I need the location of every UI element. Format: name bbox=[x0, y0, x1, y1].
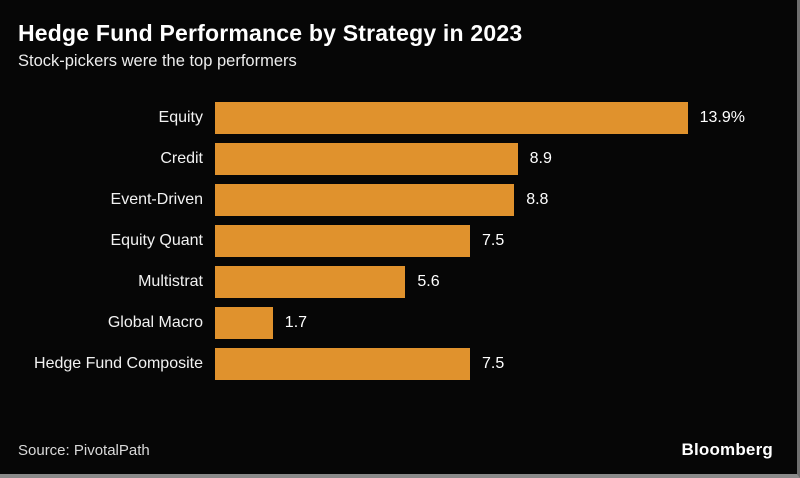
category-label: Equity Quant bbox=[110, 231, 204, 249]
bar-track: 1.7 bbox=[215, 302, 797, 343]
chart-row: Hedge Fund Composite 7.5 bbox=[0, 343, 797, 384]
bar bbox=[215, 142, 518, 175]
bar bbox=[215, 306, 273, 339]
chart-row: Event-Driven 8.8 bbox=[0, 179, 797, 220]
bloomberg-logo: Bloomberg bbox=[681, 440, 773, 459]
chart-row: Credit 8.9 bbox=[0, 138, 797, 179]
chart-row: Global Macro 1.7 bbox=[0, 302, 797, 343]
value-label: 7.5 bbox=[482, 354, 505, 372]
value-label: 1.7 bbox=[284, 313, 308, 331]
category-label: Event-Driven bbox=[110, 190, 203, 208]
category-label: Credit bbox=[160, 149, 203, 167]
chart-row: Equity Quant 7.5 bbox=[0, 220, 797, 261]
bar-track: 8.9 bbox=[215, 138, 797, 179]
value-label: 13.9% bbox=[699, 108, 745, 126]
chart-row: Multistrat 5.6 bbox=[0, 261, 797, 302]
bar-track: 8.8 bbox=[215, 179, 797, 220]
bar-track: 5.6 bbox=[215, 261, 797, 302]
chart-title: Hedge Fund Performance by Strategy in 20… bbox=[18, 20, 523, 46]
chart-header: Hedge Fund Performance by Strategy in 20… bbox=[18, 20, 779, 72]
bar bbox=[215, 183, 515, 216]
value-label: 8.9 bbox=[529, 149, 552, 167]
category-label: Multistrat bbox=[138, 272, 203, 290]
source-label: Source: PivotalPath bbox=[18, 442, 150, 459]
chart-row: Equity 13.9% bbox=[0, 97, 797, 138]
value-label: 5.6 bbox=[417, 272, 440, 290]
category-label: Hedge Fund Composite bbox=[34, 354, 203, 372]
value-label: 7.5 bbox=[482, 231, 505, 249]
bar-track: 7.5 bbox=[215, 220, 797, 261]
bar bbox=[215, 224, 470, 257]
bar-chart: Equity 13.9% Credit 8.9 Event-Driven 8.8 Equit… bbox=[0, 97, 797, 384]
bar-track: 13.9% bbox=[215, 97, 797, 138]
chart-footer: Source: PivotalPath Bloomberg bbox=[18, 440, 773, 460]
bar bbox=[215, 101, 688, 134]
bar bbox=[215, 347, 470, 380]
bar-track: 7.5 bbox=[215, 343, 797, 384]
bar bbox=[215, 265, 406, 298]
chart-subtitle: Stock-pickers were the top performers bbox=[18, 52, 297, 70]
category-label: Equity bbox=[158, 108, 203, 126]
category-label: Global Macro bbox=[107, 313, 203, 331]
value-label: 8.8 bbox=[526, 190, 549, 208]
